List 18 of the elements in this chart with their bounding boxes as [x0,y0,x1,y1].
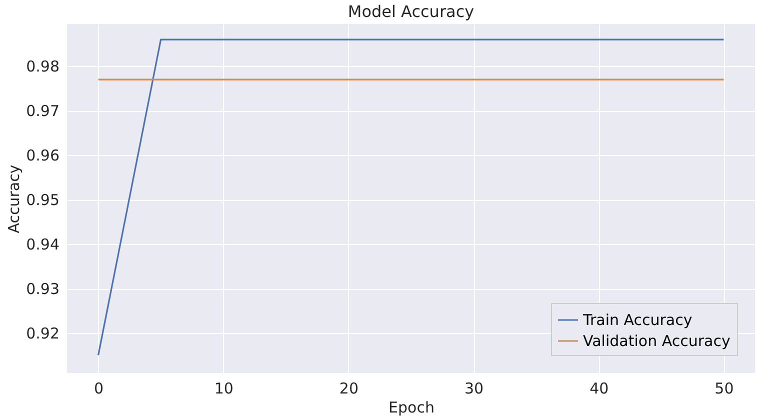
x-tick-label: 40 [590,380,609,398]
x-tick-label: 30 [464,380,484,398]
y-tick-label: 0.96 [26,146,60,165]
y-tick-label: 0.94 [26,236,60,254]
y-tick-label: 0.92 [26,324,60,342]
y-tick-label: 0.97 [26,102,60,120]
y-tick-label: 0.98 [26,58,60,76]
x-tick-label: 50 [714,380,734,398]
legend-label: Validation Accuracy [583,332,730,350]
x-axis-title: Epoch [388,398,434,416]
legend-label: Train Accuracy [582,311,692,329]
y-tick-label: 0.93 [26,280,60,298]
x-tick-label: 10 [214,380,234,398]
y-axis-title: Accuracy [5,164,24,234]
x-tick-label: 20 [339,380,358,398]
y-tick-label: 0.95 [26,191,60,210]
chart-title: Model Accuracy [348,2,474,21]
x-tick-label: 0 [94,380,104,398]
